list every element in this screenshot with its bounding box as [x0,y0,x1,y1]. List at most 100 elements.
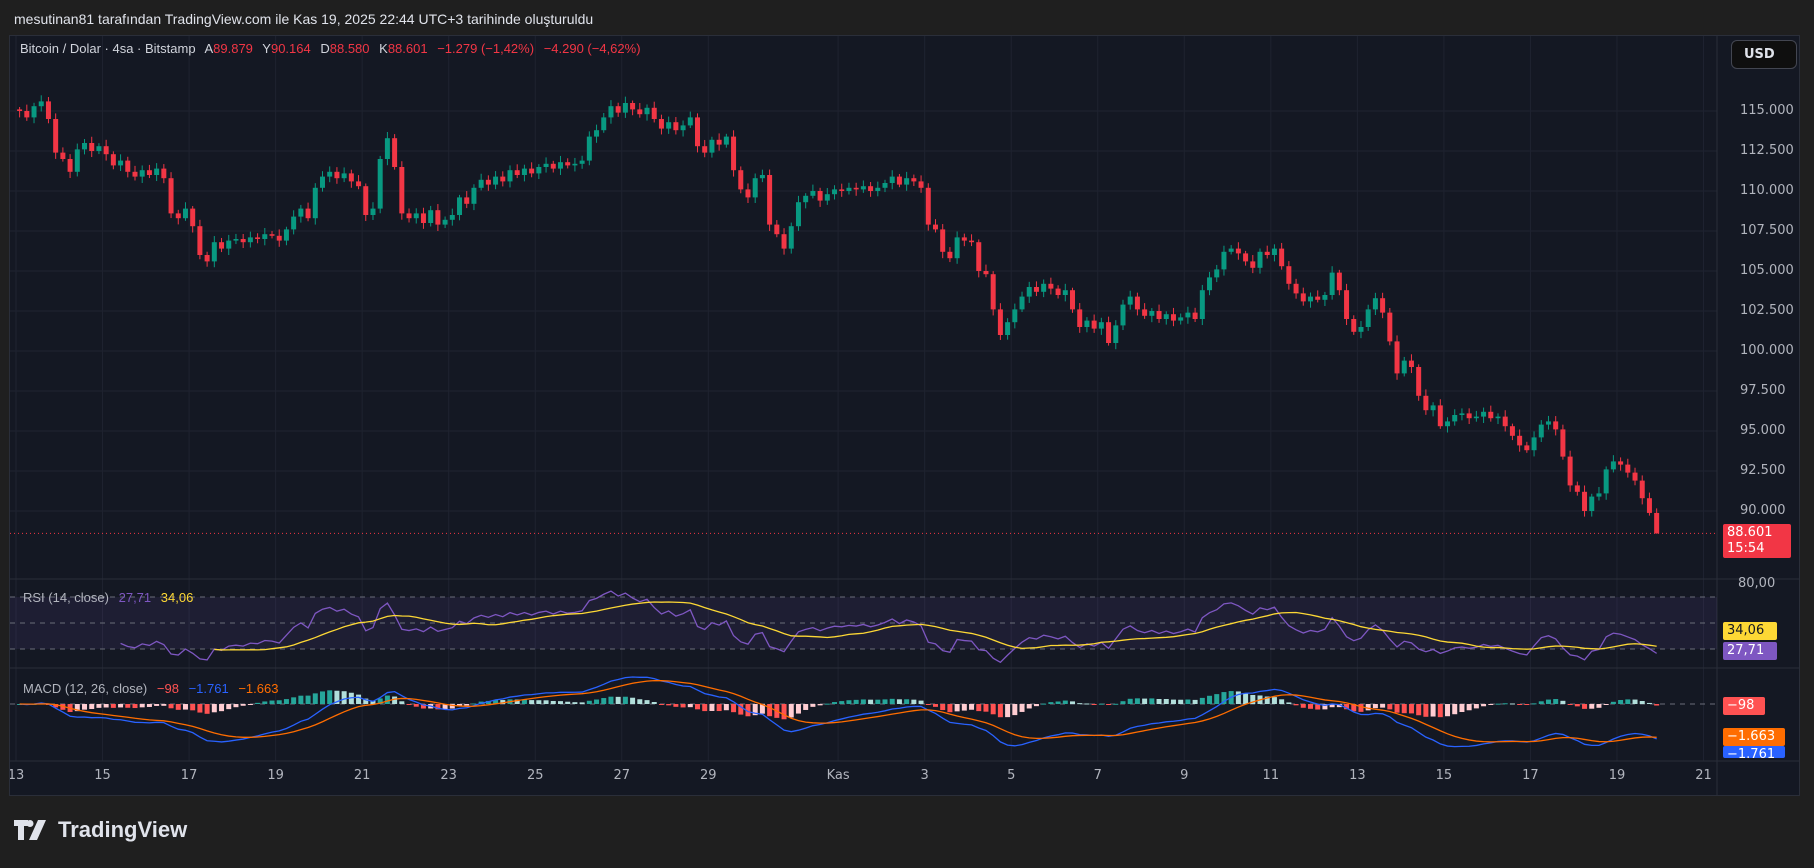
macd-histogram-bar [976,704,982,712]
candle [356,181,362,187]
candle [983,271,989,275]
macd-histogram-bar [1408,704,1414,714]
candle [118,160,124,166]
candle [125,160,131,172]
candle [514,170,520,175]
macd-histogram-bar [1012,704,1018,716]
candle [1401,360,1407,374]
candle [680,125,686,131]
candle [824,194,830,201]
macd-histogram-bar [471,703,477,705]
candle [1163,314,1169,319]
macd-histogram-bar [1610,701,1616,704]
candle [1149,311,1155,316]
candle [1524,445,1530,451]
candle [96,146,102,151]
candle [1055,288,1061,295]
candle [1560,429,1566,457]
macd-histogram-bar [1654,704,1660,706]
macd-histogram-bar [1127,698,1133,704]
macd-histogram-bar [1120,701,1126,704]
currency-button[interactable]: USD [1731,40,1797,69]
tradingview-logo: TradingView [14,817,187,843]
macd-histogram-bar [103,704,109,708]
time-tick: 19 [1608,768,1626,783]
candle [17,109,23,111]
macd-histogram-bar [767,704,773,717]
macd-histogram-bar [449,704,455,709]
candle [348,173,354,182]
macd-histogram-bar [630,697,636,704]
macd-histogram-bar [1481,704,1487,707]
macd-histogram-bar [1473,704,1479,709]
macd-histogram-bar [1178,699,1184,704]
chart-canvas[interactable] [10,36,1800,796]
candle [572,163,578,166]
candle [1221,251,1227,270]
candle [197,226,203,255]
candle [449,215,455,220]
macd-histogram-bar [1134,698,1140,704]
macd-histogram-bar [82,704,88,710]
candle [464,197,470,204]
candle [276,235,282,241]
candle [918,181,924,188]
macd-histogram-bar [579,702,585,704]
candle [658,119,664,129]
macd-histogram-bar [752,704,758,716]
macd-histogram-bar [1062,700,1068,704]
macd-histogram-bar [1380,704,1386,708]
macd-histogram-bar [406,704,412,705]
macd-histogram-bar [363,698,369,704]
macd-histogram-bar [1264,696,1270,704]
macd-histogram-bar [435,704,441,710]
macd-histogram-bar [918,700,924,704]
macd-histogram-bar [882,699,888,704]
macd-histogram-bar [1286,702,1292,704]
price-tick: 95.000 [1740,423,1786,438]
candle [1639,480,1645,499]
candle [1033,287,1039,292]
candle [319,176,325,188]
macd-histogram-bar [464,704,470,706]
macd-histogram-bar [1250,694,1256,704]
candle [817,191,823,201]
candle [255,237,261,239]
chart-frame[interactable]: Bitcoin / Dolar · 4sa · Bitstamp A89.879… [9,35,1800,796]
candle [882,183,888,188]
macd-histogram-bar [1466,704,1472,711]
candle [219,242,225,249]
macd-histogram-bar [1322,704,1328,710]
candle [788,226,794,249]
candle [1336,272,1342,291]
candle [175,213,181,219]
macd-histogram-bar [1351,704,1357,712]
candle [500,176,506,182]
candle [211,242,217,262]
candle [925,187,931,225]
macd-histogram-bar [745,704,751,717]
macd-histogram-bar [1401,704,1407,714]
candle [226,240,232,249]
candle [1603,469,1609,494]
candle [457,197,463,215]
candle [485,179,491,185]
macd-histogram-bar [817,704,823,706]
candle [1538,424,1544,438]
macd-histogram-bar [305,695,311,704]
candle [1012,309,1018,323]
macd-histogram-bar [457,704,463,707]
candle [204,255,210,262]
candle [1062,290,1068,295]
macd-histogram-bar [233,704,239,708]
candle [334,171,340,179]
macd-histogram-bar [759,704,765,714]
candle [370,208,376,215]
macd-histogram-bar [240,704,246,706]
candle [781,234,787,249]
candle [471,187,477,204]
macd-histogram-bar [911,699,917,704]
candle [442,219,448,225]
close-label: K [379,41,388,56]
candle [550,163,556,169]
